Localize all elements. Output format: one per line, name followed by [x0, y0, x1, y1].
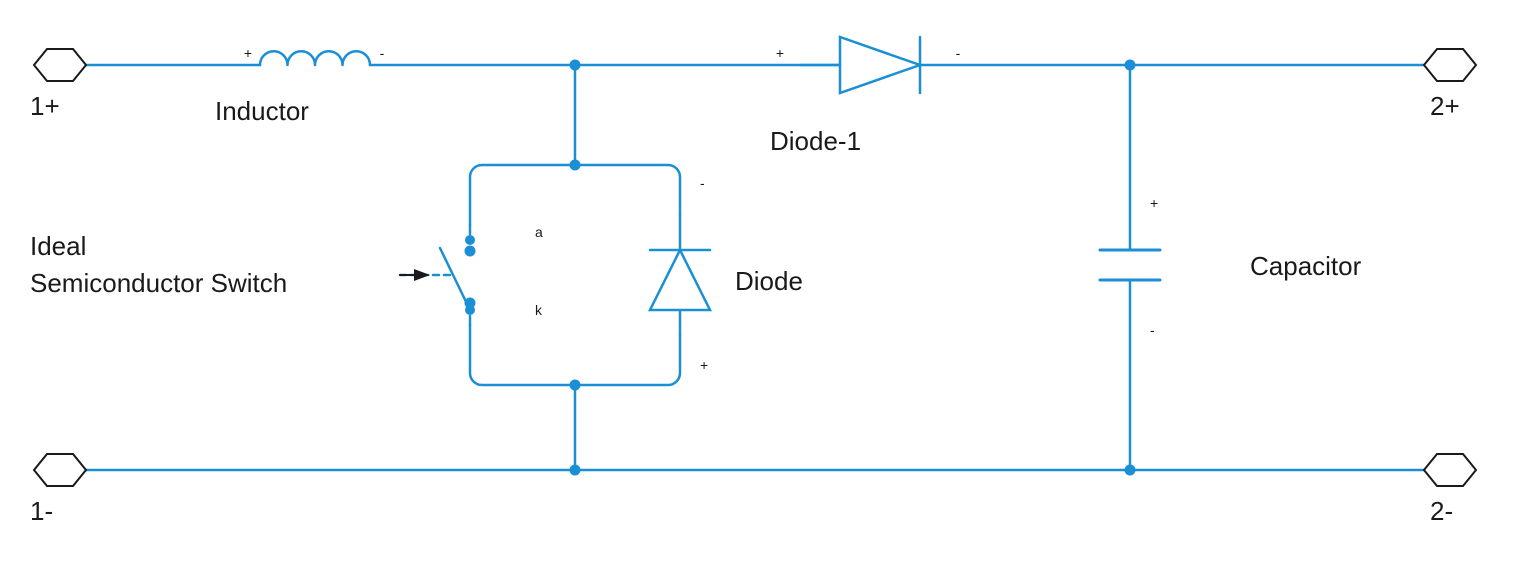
- switch-pin-a: a: [535, 224, 543, 240]
- port-1-minus-label: 1-: [30, 496, 53, 526]
- svg-text:-: -: [380, 45, 385, 61]
- port-2-minus-label: 2-: [1430, 496, 1453, 526]
- switch-pin-k: k: [535, 302, 543, 318]
- diode-label: Diode: [735, 266, 803, 296]
- svg-text:+: +: [776, 45, 784, 61]
- svg-text:-: -: [700, 175, 705, 191]
- switch-label-line2: Semiconductor Switch: [30, 268, 287, 298]
- svg-text:+: +: [700, 357, 708, 373]
- svg-text:-: -: [1150, 322, 1155, 338]
- port-2-minus: [1424, 454, 1476, 486]
- svg-text:+: +: [1150, 195, 1158, 211]
- switch-label-line1: Ideal: [30, 231, 86, 261]
- svg-text:-: -: [956, 45, 961, 61]
- capacitor-label: Capacitor: [1250, 251, 1362, 281]
- port-1-plus-label: 1+: [30, 91, 60, 121]
- inductor-label: Inductor: [215, 96, 309, 126]
- svg-text:+: +: [244, 45, 252, 61]
- port-1-minus: [34, 454, 86, 486]
- port-2-plus-label: 2+: [1430, 91, 1460, 121]
- port-1-plus: [34, 49, 86, 81]
- port-2-plus: [1424, 49, 1476, 81]
- diode1-label: Diode-1: [770, 126, 861, 156]
